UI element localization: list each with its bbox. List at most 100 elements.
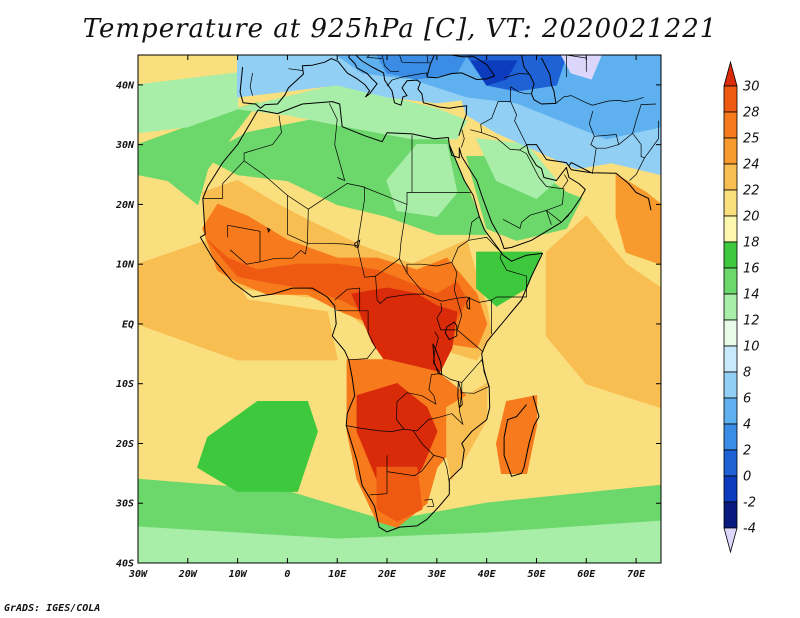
country-border xyxy=(502,149,565,229)
y-tick-label: 30N xyxy=(115,140,135,151)
country-border xyxy=(386,455,435,477)
colorbar-level-label: 22 xyxy=(743,184,760,199)
colorbar-top-arrow xyxy=(723,60,738,87)
y-tick-label: 40S xyxy=(116,559,134,570)
country-border xyxy=(399,204,408,259)
country-border xyxy=(588,111,597,174)
coastline-africa xyxy=(199,101,543,533)
latitude-axis: 40N 30N 20N 10N EQ 10S 20S 30S 40S xyxy=(115,80,661,570)
coastline-arabia xyxy=(458,144,652,250)
field-black-sea-deep xyxy=(470,60,518,86)
country-border xyxy=(396,331,441,430)
colorbar-swatch xyxy=(723,449,738,477)
country-border xyxy=(366,55,383,59)
country-border xyxy=(562,174,569,189)
lake-outline xyxy=(266,227,271,234)
lake-outline xyxy=(354,239,361,248)
x-tick-label: 40E xyxy=(478,569,497,580)
country-border xyxy=(346,425,450,483)
colorbar-swatch xyxy=(723,423,738,451)
x-tick-label: 10E xyxy=(328,569,347,580)
country-border xyxy=(328,103,338,145)
country-border xyxy=(546,210,570,223)
x-tick-label: 60E xyxy=(577,569,596,580)
colorbar-level-label: 12 xyxy=(743,314,760,329)
colorbar-level-label: 2 xyxy=(743,444,751,459)
y-tick-label: 20N xyxy=(115,200,135,211)
map-frame xyxy=(137,54,662,564)
map-title: Temperature at 925hPa [C], VT: 202002122… xyxy=(82,14,718,44)
country-border xyxy=(334,287,361,312)
colorbar-level-label: 0 xyxy=(743,470,751,485)
coastline-madagascar xyxy=(503,395,540,477)
y-tick-label: 40N xyxy=(116,80,135,91)
country-border xyxy=(480,86,511,133)
colorbar-level-label: 28 xyxy=(743,106,760,121)
coastline-europe xyxy=(239,55,378,109)
coastline-red-sea xyxy=(448,145,460,159)
country-border xyxy=(406,261,458,299)
colorbar-level-label: -2 xyxy=(743,496,756,511)
colorbar-swatch xyxy=(723,319,738,347)
colorbar-level-label: 10 xyxy=(743,340,760,355)
colorbar-swatch xyxy=(723,215,738,243)
country-border xyxy=(644,120,659,159)
country-border xyxy=(288,68,303,71)
country-border xyxy=(461,359,490,394)
longitude-axis: 30W 20W 10W 0 10E 20E 30E 40E 50E 60E 70E xyxy=(128,55,646,580)
colorbar-level-label: 30 xyxy=(743,80,760,95)
x-tick-label: 50E xyxy=(527,569,546,580)
country-border xyxy=(375,276,425,305)
y-tick-label: 10S xyxy=(116,379,134,390)
colorbar-level-label: 14 xyxy=(743,288,760,303)
colorbar-level-label: 8 xyxy=(743,366,751,381)
colorbar-swatch xyxy=(723,111,738,139)
country-border xyxy=(369,455,388,496)
temperature-field xyxy=(138,55,661,563)
colorbar-swatch xyxy=(723,475,738,503)
colorbar-level-label: 20 xyxy=(743,210,760,225)
country-border xyxy=(470,129,527,151)
colorbar-level-label: 6 xyxy=(743,392,751,407)
country-border xyxy=(629,133,646,181)
country-border xyxy=(399,55,430,64)
y-tick-label: 30S xyxy=(115,499,134,510)
coastline-gulf-oman xyxy=(568,162,592,174)
lake-outline xyxy=(457,381,463,409)
colorbar-swatch xyxy=(723,371,738,399)
field-mediterranean-light xyxy=(237,84,468,140)
country-border xyxy=(596,144,619,149)
x-tick-label: 30E xyxy=(427,569,447,580)
field-north-atlantic-cool xyxy=(138,72,239,134)
colorbar-swatch xyxy=(723,397,738,425)
country-border xyxy=(259,195,308,263)
lake-outline xyxy=(444,321,458,341)
coastline-black-sea xyxy=(426,55,496,80)
country-border xyxy=(555,95,644,106)
x-tick-label: 20W xyxy=(178,569,198,580)
lake-outline xyxy=(466,296,471,310)
colorbar-swatch xyxy=(723,501,738,529)
field-arabia-light xyxy=(475,137,558,200)
country-border xyxy=(334,144,346,182)
y-tick-label: 10N xyxy=(116,260,135,271)
country-border xyxy=(468,236,527,298)
x-tick-label: 30W xyxy=(128,569,148,580)
colorbar-level-label: 16 xyxy=(743,262,760,277)
x-tick-label: 10W xyxy=(229,569,248,580)
x-tick-label: 70E xyxy=(627,569,646,580)
country-border xyxy=(307,209,497,303)
field-balkans-blue xyxy=(376,55,468,80)
colorbar-level-label: 18 xyxy=(743,236,760,251)
grads-credit: GrADS: IGES/COLA xyxy=(4,603,101,614)
y-tick-label: EQ xyxy=(122,319,134,330)
colorbar-swatch xyxy=(723,85,738,113)
country-border xyxy=(460,129,465,148)
country-border xyxy=(426,55,429,63)
coastline-balkans xyxy=(355,55,468,136)
x-tick-label: 0 xyxy=(284,569,290,580)
field-indian-ocean-warm xyxy=(545,215,661,409)
field-atlantic-green-blob xyxy=(197,401,318,492)
country-border xyxy=(510,86,532,95)
